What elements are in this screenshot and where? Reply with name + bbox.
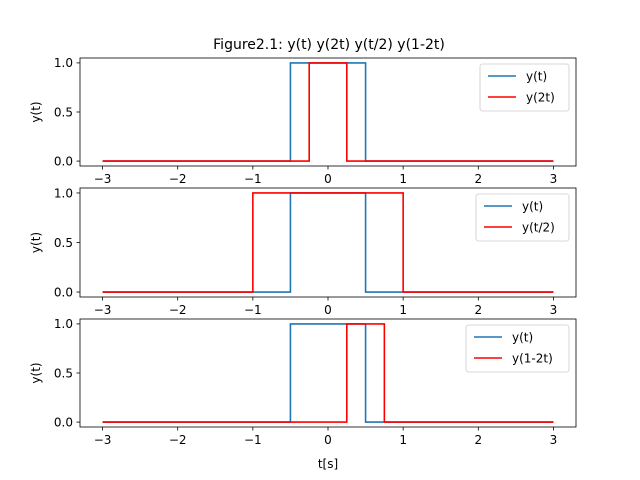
y-tick-label: 0.0 [54, 154, 73, 168]
x-tick-label: 2 [474, 303, 482, 317]
legend-box [479, 63, 570, 112]
y-tick-label: 1.0 [54, 56, 73, 70]
x-tick-label: 0 [324, 303, 332, 317]
x-axis-label: t[s] [318, 457, 338, 471]
x-tick-label: −1 [244, 172, 262, 186]
subplot-3: −3 −2 −1 0 1 2 3 0.0 0.5 1.0 y(t) t[s] y(t) y(1-2t) [29, 317, 577, 471]
legend-label: y(1-2t) [512, 351, 553, 365]
y-tick-label: 0.5 [54, 105, 73, 119]
x-tick-label: 1 [399, 433, 407, 447]
y-tick-label: 0.0 [54, 415, 73, 429]
legend-label: y(t) [512, 330, 533, 344]
x-tick-label: −3 [94, 433, 112, 447]
x-tick-label: −1 [244, 433, 262, 447]
y-tick-label: 0.5 [54, 236, 73, 250]
legend-label: y(t/2) [522, 220, 555, 234]
x-tick-label: −2 [169, 433, 187, 447]
y-tick-label: 1.0 [54, 317, 73, 331]
legend-label: y(t) [522, 199, 543, 213]
legend: y(t) y(1-2t) [465, 324, 570, 373]
x-tick-label: 3 [550, 172, 558, 186]
y-axis-label: y(t) [29, 362, 43, 383]
y-axis-label: y(t) [29, 101, 43, 122]
x-tick-label: 2 [474, 433, 482, 447]
x-tick-label: 0 [324, 172, 332, 186]
y-tick-label: 1.0 [54, 186, 73, 200]
legend-label: y(2t) [526, 90, 555, 104]
subplots: −3 −2 −1 0 1 2 3 0.0 0.5 1.0 y(t) y(t) y(2t) −3 −2 −1 0 1… [29, 56, 577, 471]
legend-label: y(t) [526, 69, 547, 83]
series-line-y(t/2) [102, 192, 554, 293]
x-tick-label: −3 [94, 172, 112, 186]
y-tick-label: 0.0 [54, 285, 73, 299]
x-tick-label: 1 [399, 303, 407, 317]
series-line-y(1-2t) [102, 323, 554, 423]
x-tick-label: −2 [169, 303, 187, 317]
x-tick-label: −2 [169, 172, 187, 186]
x-tick-label: 3 [550, 433, 558, 447]
y-tick-label: 0.5 [54, 366, 73, 380]
figure-title: Figure2.1: y(t) y(2t) y(t/2) y(1-2t) [213, 37, 445, 53]
x-tick-label: 2 [474, 172, 482, 186]
x-tick-label: −1 [244, 303, 262, 317]
x-tick-label: 0 [324, 433, 332, 447]
x-tick-label: 1 [399, 172, 407, 186]
series-line-y(2t) [102, 62, 554, 162]
subplot-1: −3 −2 −1 0 1 2 3 0.0 0.5 1.0 y(t) y(t) y(2t) [29, 56, 577, 186]
legend: y(t) y(t/2) [475, 193, 570, 242]
legend: y(t) y(2t) [479, 63, 570, 112]
subplot-2: −3 −2 −1 0 1 2 3 0.0 0.5 1.0 y(t) y(t) y(t/2) [29, 186, 577, 317]
x-tick-label: −3 [94, 303, 112, 317]
y-axis-label: y(t) [29, 232, 43, 253]
x-tick-label: 3 [550, 303, 558, 317]
